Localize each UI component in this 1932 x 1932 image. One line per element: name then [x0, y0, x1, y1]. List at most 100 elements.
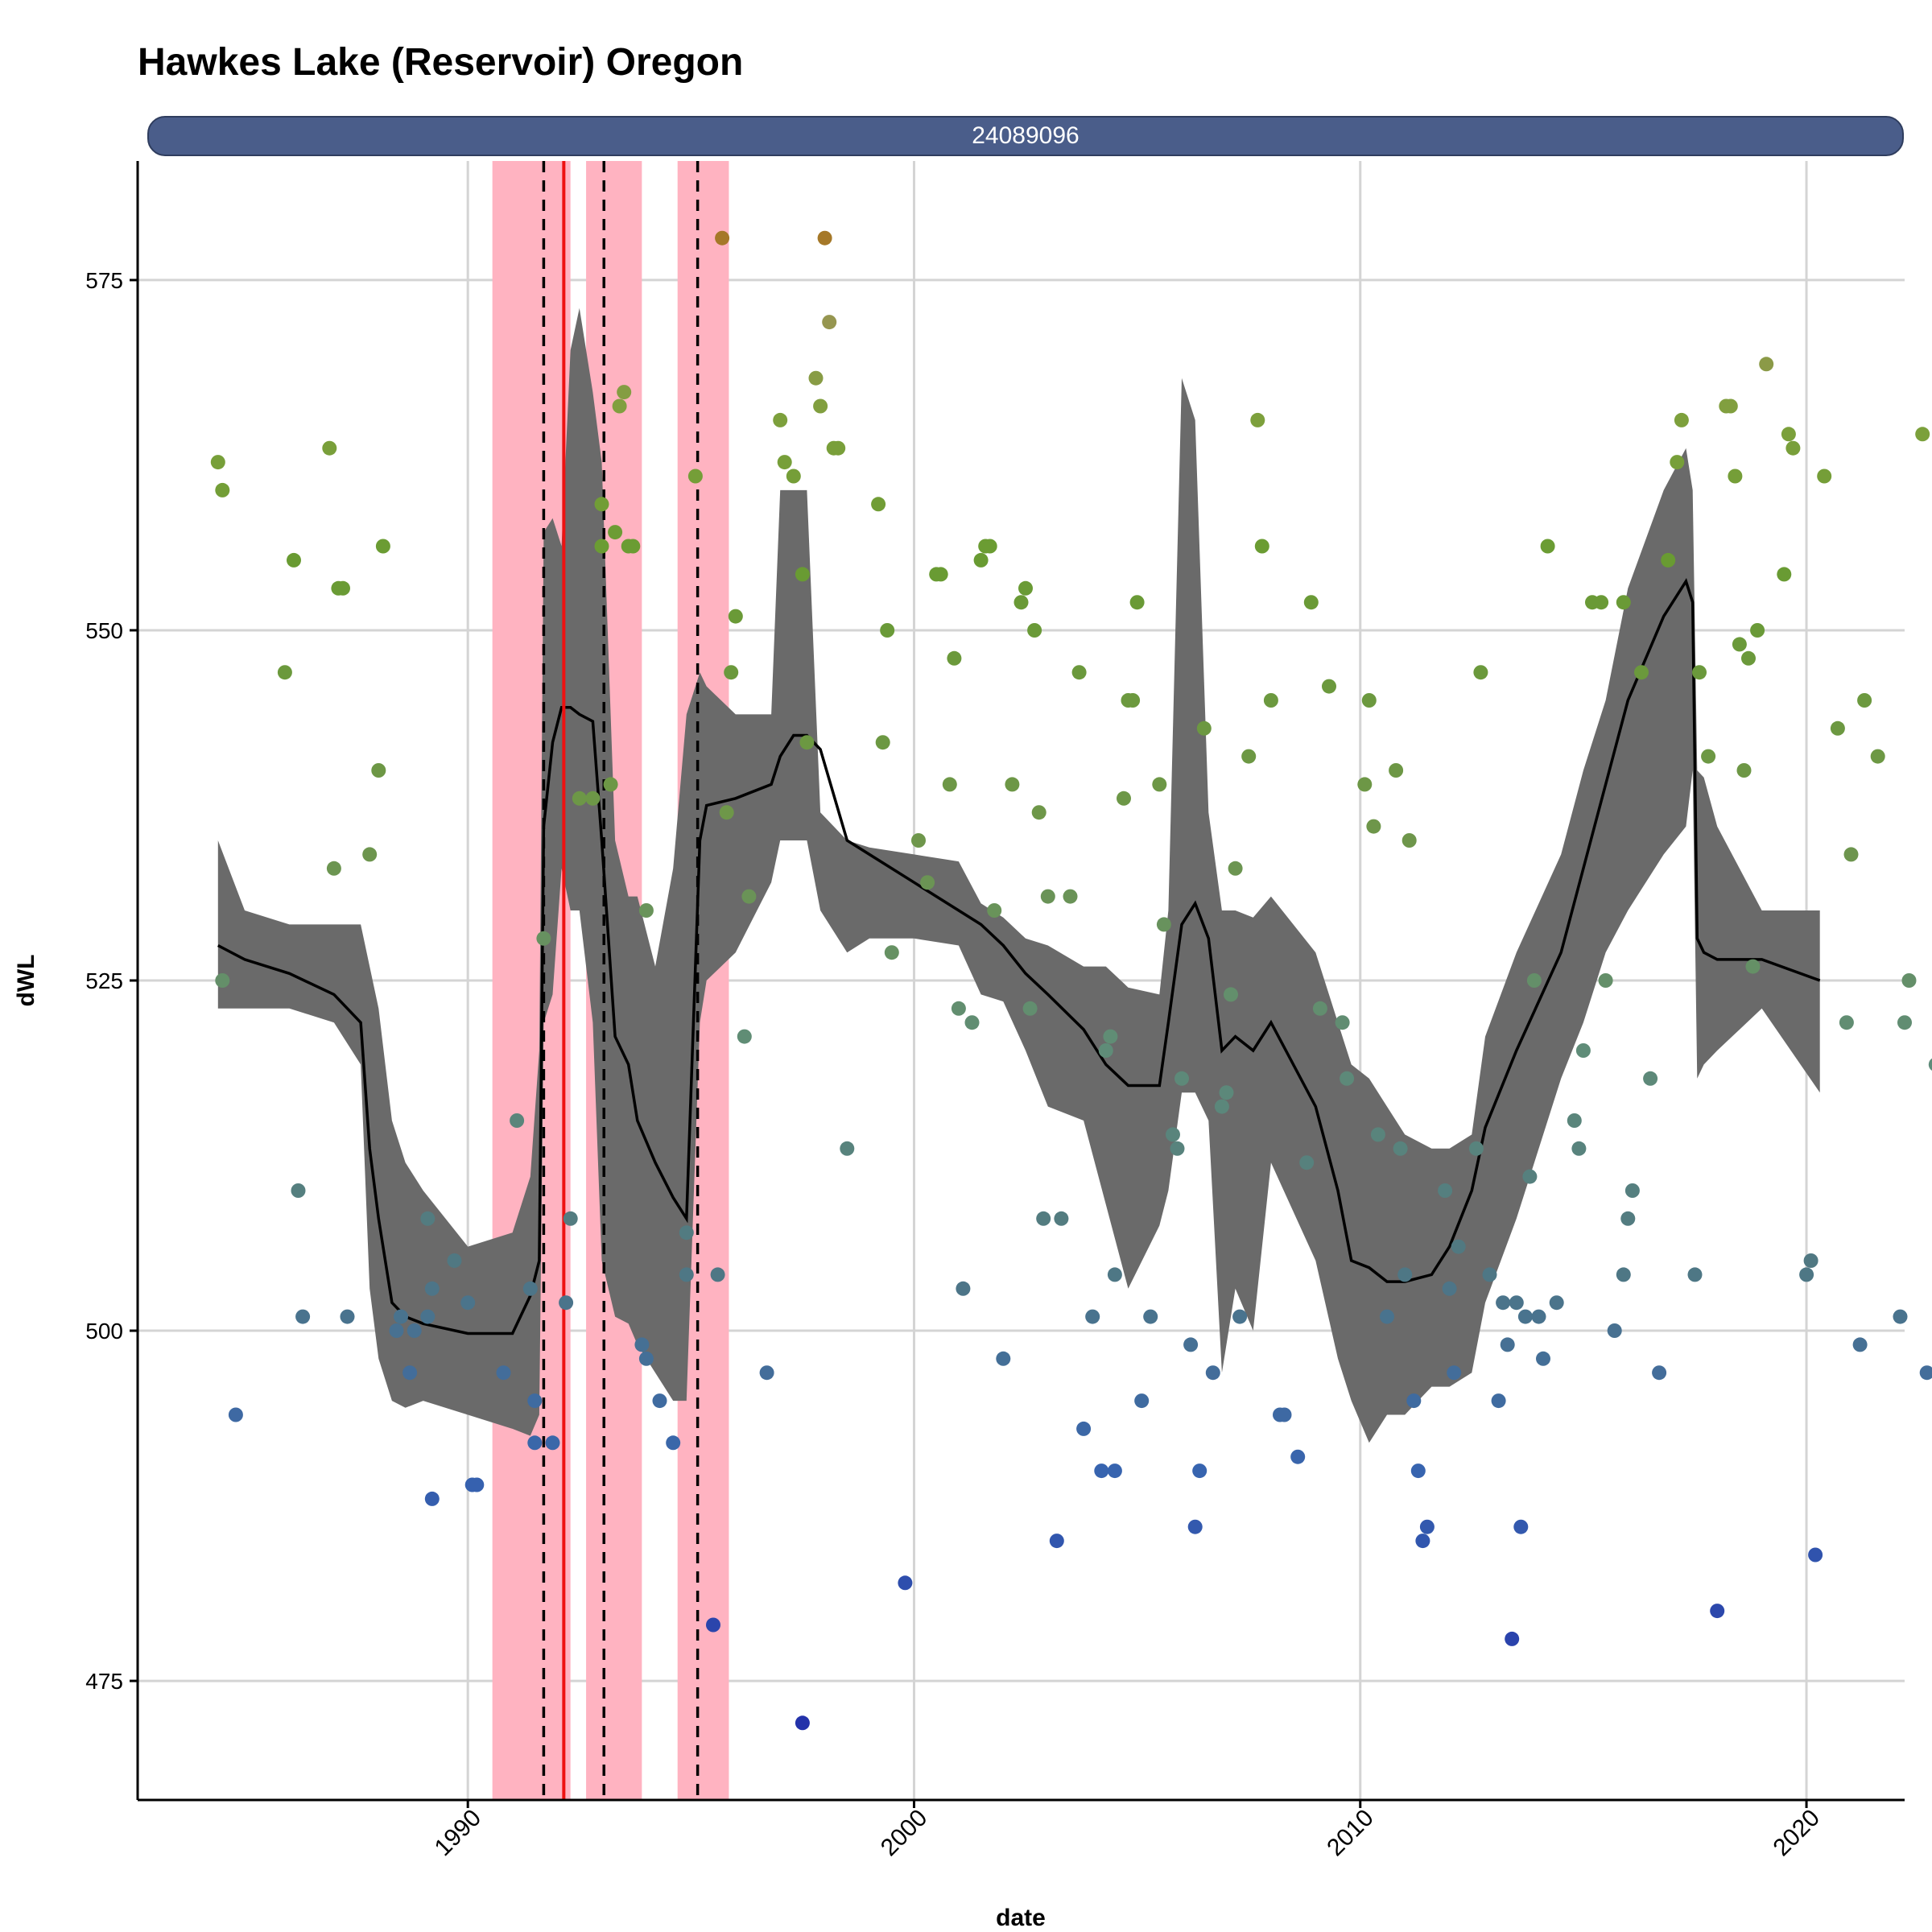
data-point [741, 889, 757, 904]
data-point [1299, 1155, 1315, 1170]
data-point [1063, 889, 1078, 904]
data-point [1214, 1099, 1229, 1114]
data-point [1040, 889, 1055, 904]
data-point [1192, 1463, 1208, 1479]
data-point [724, 665, 739, 680]
data-point [1701, 749, 1716, 764]
smooth-line [217, 578, 1821, 1335]
data-point [933, 567, 948, 582]
data-point [563, 1211, 578, 1226]
data-point [1634, 665, 1649, 680]
data-point [1928, 1058, 1932, 1071]
data-point [1005, 777, 1020, 792]
data-point [1166, 1127, 1180, 1142]
data-point [1156, 917, 1171, 932]
data-point [1857, 693, 1872, 708]
data-point [1799, 1267, 1814, 1282]
data-point [1808, 1547, 1823, 1563]
data-point [612, 398, 627, 414]
data-point [1241, 749, 1257, 764]
data-point [973, 552, 989, 568]
data-point [1013, 595, 1029, 610]
data-point [336, 580, 350, 596]
data-point [808, 370, 824, 386]
data-point [687, 469, 703, 484]
data-point [1540, 539, 1555, 554]
data-point [1496, 1295, 1511, 1311]
data-point [1447, 1365, 1462, 1381]
data-point [447, 1253, 462, 1268]
data-point [1098, 1043, 1113, 1058]
data-point [1263, 693, 1278, 708]
confidence-ribbon-layer [217, 308, 1820, 1443]
data-point [1741, 650, 1756, 666]
data-point [1491, 1393, 1506, 1409]
data-point [1224, 987, 1238, 1002]
y-tick-label: 575 [85, 268, 123, 293]
data-point [215, 482, 230, 497]
data-point [1094, 1463, 1109, 1479]
data-point [942, 777, 957, 792]
data-point [1643, 1071, 1658, 1086]
data-point [799, 735, 815, 750]
data-point [1785, 440, 1801, 456]
data-point [956, 1281, 971, 1296]
data-point [1513, 1519, 1529, 1534]
data-point [1117, 791, 1131, 806]
x-tick-label: 1990 [430, 1805, 487, 1862]
data-point [527, 1435, 543, 1451]
data-point [594, 497, 609, 512]
data-point [920, 875, 935, 890]
data-point [1803, 1253, 1818, 1268]
data-point [510, 1113, 525, 1128]
data-point [737, 1029, 752, 1044]
data-point [424, 1281, 440, 1296]
data-point [1340, 1071, 1355, 1086]
data-point [1575, 1043, 1591, 1058]
data-point [1915, 427, 1930, 442]
data-point [1852, 1337, 1868, 1352]
data-point [469, 1477, 485, 1492]
data-point [617, 385, 632, 400]
y-tick-label: 475 [85, 1669, 123, 1694]
data-point [625, 539, 641, 554]
data-point [1107, 1463, 1122, 1479]
data-point [1777, 567, 1792, 582]
data-point [1228, 861, 1243, 876]
data-point [594, 539, 609, 554]
data-point [1843, 847, 1859, 862]
data-point [773, 412, 788, 427]
data-point [706, 1617, 720, 1633]
data-point [871, 497, 886, 512]
data-point [1205, 1365, 1220, 1381]
data-point [1567, 1113, 1582, 1128]
data-point [996, 1351, 1011, 1366]
data-point [1357, 777, 1373, 792]
data-point [407, 1323, 422, 1338]
confidence-ribbon [217, 308, 1820, 1443]
data-point [1897, 1015, 1912, 1030]
data-point [715, 230, 730, 246]
data-point [1438, 1183, 1453, 1198]
data-point [1509, 1295, 1524, 1311]
data-point [277, 665, 292, 680]
data-point [1830, 720, 1845, 736]
data-point [1531, 1309, 1546, 1324]
data-point [1620, 1211, 1636, 1226]
data-point [1723, 398, 1738, 414]
data-point [1624, 1183, 1640, 1198]
data-point [1598, 973, 1613, 988]
data-point [1370, 1127, 1385, 1142]
data-point [1893, 1309, 1908, 1324]
data-point [1143, 1309, 1158, 1324]
data-point [1232, 1309, 1248, 1324]
data-point [1750, 623, 1765, 638]
data-point [1402, 833, 1417, 848]
data-point [1254, 539, 1269, 554]
data-point [389, 1323, 404, 1338]
data-point [536, 931, 551, 946]
data-point [1174, 1071, 1189, 1086]
data-point [795, 1715, 810, 1731]
vertical-reference-lines [542, 161, 700, 1800]
data-point [603, 777, 618, 792]
